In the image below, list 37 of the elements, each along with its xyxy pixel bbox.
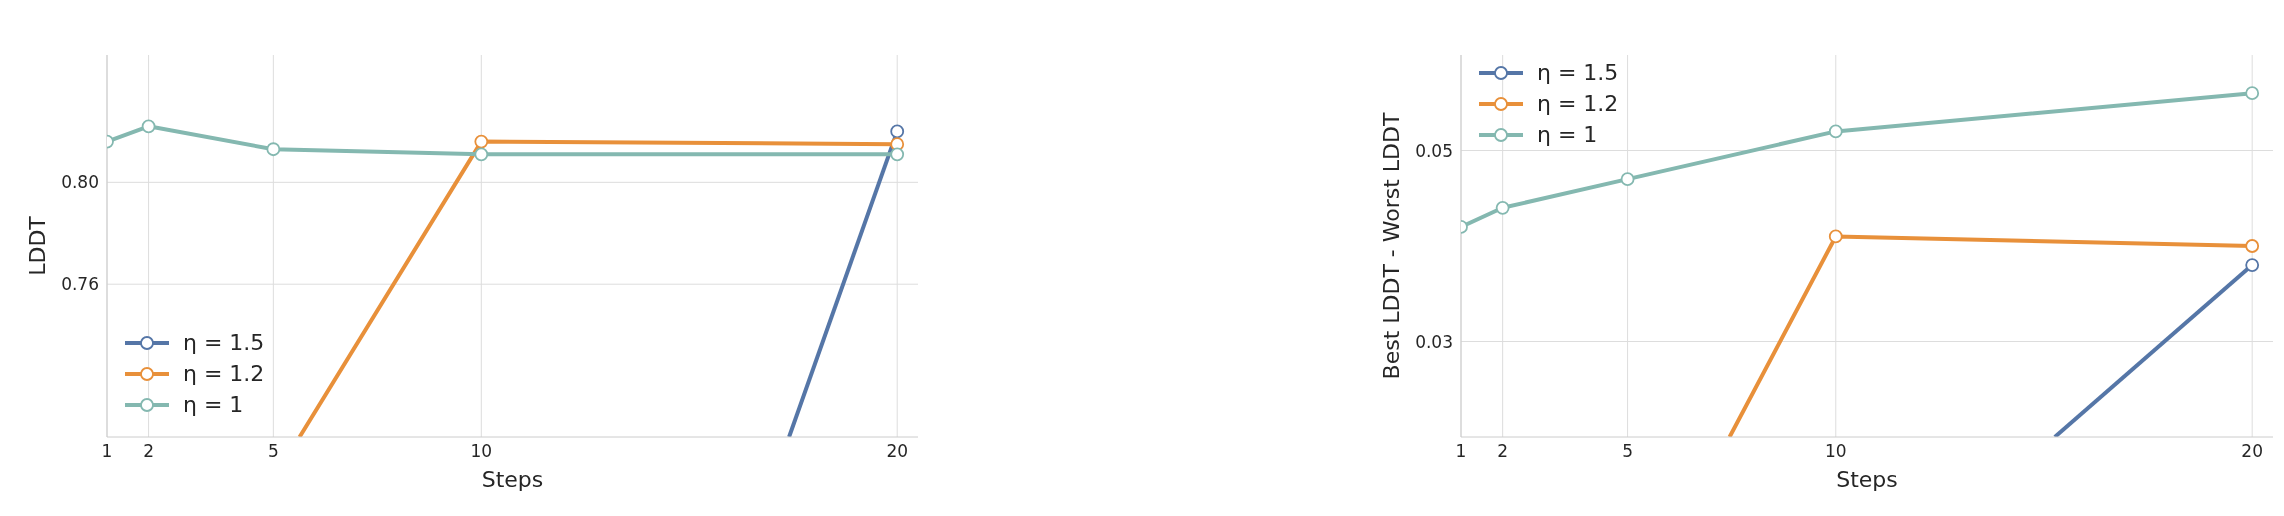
x-tick-label: 5 (1622, 441, 1633, 462)
x-tick-label: 2 (143, 441, 154, 462)
legend-label: η = 1 (183, 392, 244, 417)
point (2245, 239, 2260, 253)
point (1495, 200, 1510, 215)
point (266, 142, 281, 157)
y-tick-label: 0.76 (61, 274, 99, 295)
x-tick-label: 1 (1455, 441, 1467, 462)
x-tick-label: 10 (1824, 441, 1847, 462)
x-tick-label: 20 (886, 441, 909, 462)
point (474, 134, 489, 149)
x-axis-title: Steps (481, 467, 544, 492)
legend-label: η = 1.2 (183, 361, 265, 386)
point (2245, 86, 2260, 101)
x-tick-label: 5 (267, 441, 279, 462)
x-tick-label: 10 (470, 441, 493, 462)
legend-label: η = 1.5 (183, 330, 265, 355)
y-tick-label: 0.05 (1415, 140, 1453, 161)
y-tick-label: 0.03 (1415, 331, 1453, 352)
x-tick-label: 20 (2241, 441, 2263, 462)
point (474, 147, 489, 162)
point (2245, 258, 2260, 272)
y-axis-title: Best LDDT - Worst LDDT (1378, 112, 1404, 380)
point (890, 124, 905, 139)
point (1828, 229, 1843, 244)
y-tick-label: 0.80 (61, 172, 99, 193)
x-axis-title: Steps (1836, 467, 1898, 492)
y-axis-title: LDDT (24, 215, 50, 276)
x-tick-label: 1 (101, 441, 113, 462)
point (890, 147, 905, 162)
legend-label: η = 1.5 (1537, 60, 1619, 85)
x-tick-label: 2 (1497, 441, 1509, 462)
legend-label: η = 1 (1537, 122, 1598, 147)
point (1620, 172, 1635, 187)
point (141, 119, 156, 134)
point (1828, 124, 1843, 139)
legend-label: η = 1.2 (1537, 91, 1619, 116)
